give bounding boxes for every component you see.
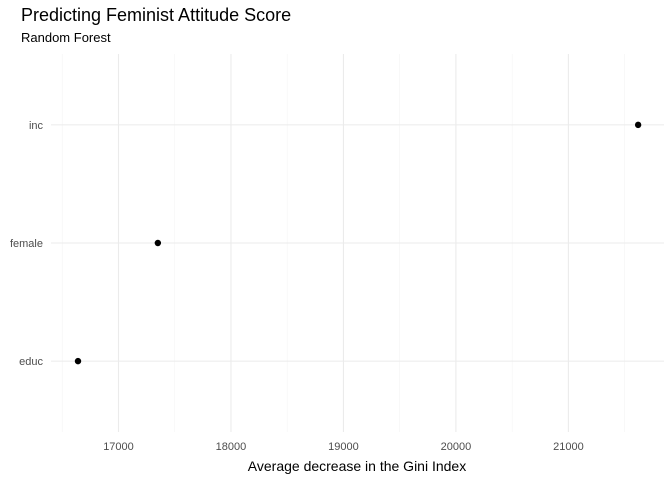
x-tick-label-18000: 18000 xyxy=(216,441,247,453)
point-female xyxy=(154,239,162,247)
x-tick-label-19000: 19000 xyxy=(328,441,359,453)
y-tick-label-educ: educ xyxy=(19,356,43,368)
x-tick-labels: 17000 18000 19000 20000 21000 xyxy=(103,441,584,453)
point-educ xyxy=(74,357,82,365)
x-tick-label-17000: 17000 xyxy=(103,441,134,453)
data-points xyxy=(74,121,642,365)
point-inc xyxy=(634,121,642,129)
chart-subtitle: Random Forest xyxy=(21,30,111,45)
y-tick-label-inc: inc xyxy=(29,120,44,132)
chart-title: Predicting Feminist Attitude Score xyxy=(21,5,291,25)
major-gridlines xyxy=(51,54,664,432)
x-tick-label-21000: 21000 xyxy=(553,441,584,453)
y-tick-label-female: female xyxy=(10,238,43,250)
x-axis-title: Average decrease in the Gini Index xyxy=(248,458,466,474)
x-tick-label-20000: 20000 xyxy=(441,441,472,453)
y-tick-labels: educ female inc xyxy=(10,120,44,368)
